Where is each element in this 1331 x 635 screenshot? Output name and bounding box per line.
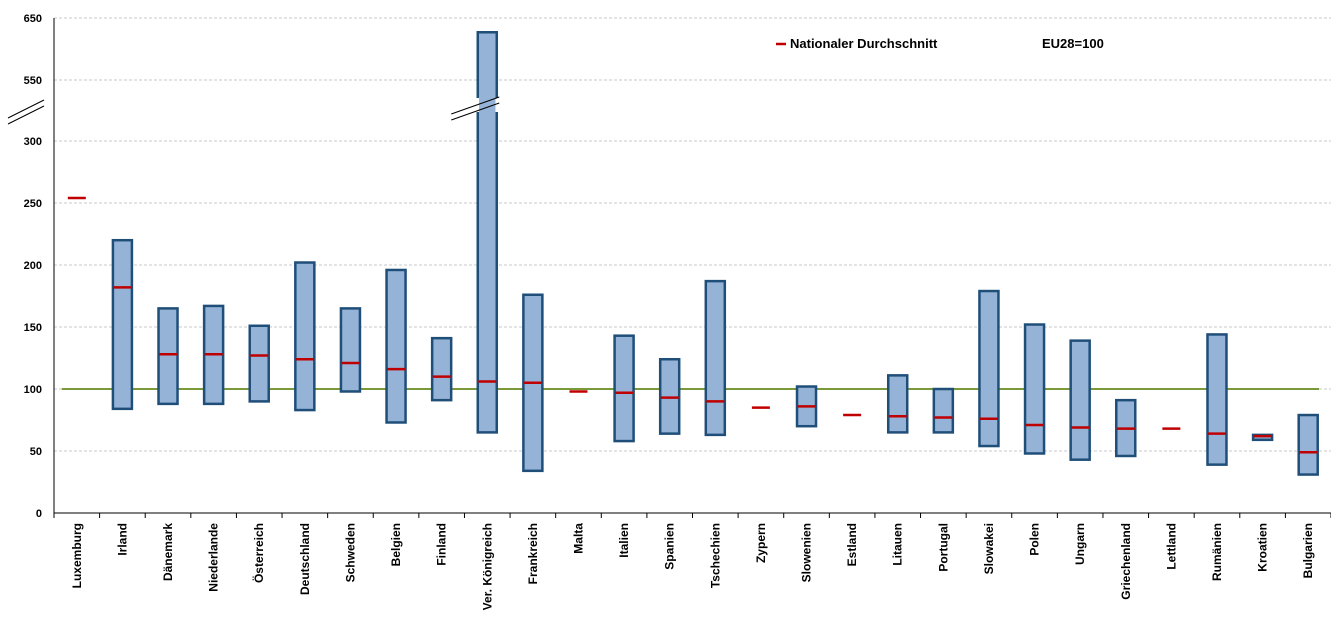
y-tick-label-50: 50 (30, 446, 42, 458)
x-category-label-polen: Polen (1028, 523, 1042, 556)
x-category-label-österreich: Österreich (251, 523, 266, 583)
x-category-label-irland: Irland (115, 523, 129, 556)
annotation-eu28: EU28=100 (1042, 36, 1104, 51)
x-category-label-slowakei: Slowakei (982, 523, 996, 574)
x-category-label-dänemark: Dänemark (161, 523, 175, 581)
range-bar-deutschland (294, 261, 316, 412)
x-category-label-kroatien: Kroatien (1256, 523, 1270, 572)
range-bar-polen (1023, 323, 1046, 455)
x-category-label-italien: Italien (617, 523, 631, 558)
x-category-label-portugal: Portugal (936, 523, 950, 572)
average-markers (67, 196, 1318, 454)
x-category-label-finland: Finland (435, 523, 449, 566)
x-category-label-estland: Estland (845, 523, 859, 566)
bar-break-mark-0 (451, 96, 500, 115)
y-tick-label-300: 300 (24, 136, 42, 148)
x-category-label-schweden: Schweden (343, 523, 357, 582)
y-tick-label-650: 650 (24, 13, 42, 25)
axes (53, 18, 1331, 518)
y-tick-label-0: 0 (36, 508, 42, 520)
y-axis-break-mark-0 (7, 99, 45, 119)
bar-break-mark-1 (451, 102, 500, 121)
axis-break-marks (7, 96, 502, 125)
y-tick-label-150: 150 (24, 322, 42, 334)
x-category-label-ver-königreich: Ver. Königreich (480, 523, 494, 610)
x-category-labels: Luxemburg Irland Dänemark Niederlande Österr… (70, 523, 1315, 611)
x-category-label-griechenland: Griechenland (1119, 523, 1133, 600)
range-bar-ver-königreich (476, 31, 499, 434)
x-category-label-belgien: Belgien (389, 523, 403, 566)
range-bar-tschechien (704, 279, 727, 437)
range-bar-litauen (886, 374, 909, 434)
grid-lines (54, 17, 1331, 452)
x-category-label-zypern: Zypern (754, 523, 768, 563)
range-bar-finland (430, 336, 453, 402)
range-bar-slowakei (978, 289, 1000, 448)
y-tick-label-250: 250 (24, 198, 42, 210)
x-category-label-bulgarien: Bulgarien (1301, 523, 1315, 578)
y-axis-break-mark-1 (7, 105, 45, 125)
x-category-label-rumänien: Rumänien (1210, 523, 1224, 581)
x-category-label-litauen: Litauen (891, 523, 905, 566)
y-tick-label-100: 100 (24, 384, 42, 396)
x-category-label-niederlande: Niederlande (207, 523, 221, 592)
x-category-label-frankreich: Frankreich (526, 523, 540, 584)
x-category-label-deutschland: Deutschland (298, 523, 312, 595)
x-category-label-slowenien: Slowenien (800, 523, 814, 582)
range-bar-belgien (385, 268, 407, 424)
x-category-label-ungarn: Ungarn (1073, 523, 1087, 565)
x-category-label-malta: Malta (571, 523, 585, 554)
range-bar-ungarn (1069, 339, 1091, 461)
range-bar-österreich (248, 324, 270, 403)
x-category-label-spanien: Spanien (663, 523, 677, 570)
x-category-label-lettland: Lettland (1164, 523, 1178, 570)
range-bar-bulgarien (1297, 413, 1319, 476)
x-category-label-tschechien: Tschechien (708, 523, 722, 588)
range-bar-rumänien (1206, 333, 1228, 466)
range-bar-portugal (932, 387, 955, 434)
legend-label-average: Nationaler Durchschnitt (790, 36, 938, 51)
y-tick-label-550: 550 (24, 75, 42, 87)
range-bar-irland (111, 238, 134, 411)
y-tick-label-200: 200 (24, 260, 42, 272)
x-category-label-luxemburg: Luxemburg (70, 523, 84, 588)
range-bars (111, 31, 1319, 476)
range-bar-dänemark (157, 307, 179, 406)
range-bar-italien (613, 334, 635, 443)
range-bar-schweden (339, 307, 362, 393)
y-tick-labels: 0 50 100 150 200 250 300 550 650 (24, 13, 42, 520)
legend: Nationaler Durchschnitt EU28=100 (776, 36, 1104, 51)
